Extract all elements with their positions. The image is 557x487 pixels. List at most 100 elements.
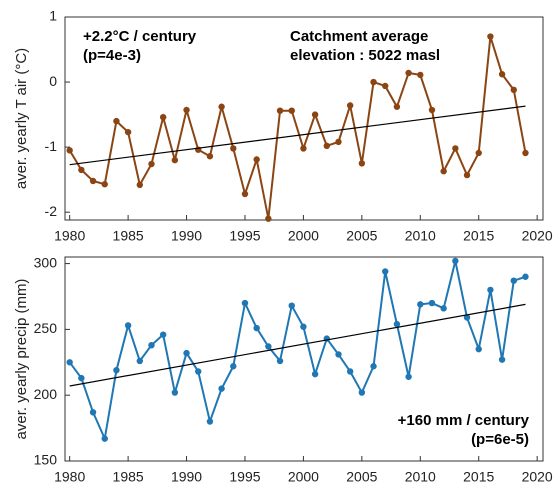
data-point [113, 366, 120, 374]
data-point [206, 153, 214, 160]
y-tick-label: -2 [45, 203, 58, 219]
data-point [405, 373, 412, 380]
data-point [148, 341, 155, 349]
y-tick-label: 150 [34, 452, 58, 468]
data-point [358, 389, 366, 396]
data-point [66, 147, 73, 154]
x-tick-label: 2010 [405, 228, 436, 244]
plot-frame [64, 16, 544, 221]
data-point [475, 149, 482, 157]
data-line [68, 36, 527, 219]
data-point [183, 106, 190, 114]
x-tick-label: 2010 [405, 469, 436, 485]
data-point [311, 111, 319, 118]
data-point [346, 368, 354, 375]
data-point [475, 345, 482, 353]
data-point [241, 299, 249, 307]
x-tick-label: 1985 [113, 469, 144, 485]
annotation: Catchment average [290, 28, 428, 45]
data-point [66, 359, 73, 366]
data-point [405, 69, 412, 77]
data-point [206, 418, 214, 425]
data-point [136, 357, 143, 365]
x-tick-label: 1980 [54, 228, 85, 244]
annotation: +160 mm / century [398, 412, 530, 429]
data-point [230, 145, 237, 152]
x-tick-label: 1995 [229, 469, 260, 485]
x-tick-label: 1995 [229, 228, 260, 244]
x-tick-label: 1980 [54, 469, 85, 485]
y-tick-label: 250 [34, 320, 58, 336]
data-point [89, 409, 97, 416]
data-point [159, 113, 167, 121]
data-point [335, 351, 342, 358]
x-tick-label: 1990 [171, 469, 202, 485]
data-point [113, 117, 120, 125]
data-point [522, 273, 529, 280]
trend-line [69, 105, 526, 166]
x-tick-label: 2005 [346, 469, 377, 485]
x-tick-label: 2015 [463, 469, 494, 485]
data-point [428, 299, 436, 307]
data-point [510, 277, 517, 284]
data-point [276, 107, 284, 114]
data-point [78, 166, 85, 174]
data-point [288, 107, 295, 114]
x-tick-label: 2000 [288, 228, 319, 244]
y-tick-label: 300 [34, 254, 58, 270]
data-point [335, 138, 342, 146]
data-point [487, 286, 494, 294]
plot-frame [64, 256, 544, 462]
y-tick-label: 0 [49, 73, 57, 89]
x-tick-label: 2020 [522, 228, 553, 244]
data-point [171, 389, 179, 396]
data-point [393, 320, 401, 328]
data-point [265, 215, 272, 222]
data-point [358, 160, 366, 167]
y-tick-label: 1 [49, 8, 57, 24]
data-point [522, 149, 529, 157]
annotation: elevation : 5022 masl [290, 47, 440, 64]
data-point [124, 322, 132, 329]
data-point [452, 145, 459, 152]
data-point [218, 385, 225, 392]
y-axis-label: aver. yearly T air (°C) [13, 48, 30, 189]
trend-line [69, 303, 526, 387]
data-point [183, 349, 190, 357]
data-point [124, 128, 132, 136]
data-point [382, 82, 389, 90]
data-point [370, 78, 377, 86]
data-point [498, 356, 506, 363]
x-tick-label: 1990 [171, 228, 202, 244]
data-point [265, 343, 272, 350]
annotation: (p=4e-3) [83, 47, 141, 64]
data-point [171, 156, 179, 164]
data-point [452, 257, 459, 265]
data-point [428, 106, 436, 114]
x-tick-label: 2015 [463, 228, 494, 244]
data-point [148, 160, 155, 168]
data-point [417, 71, 424, 79]
data-point [300, 323, 307, 330]
x-tick-label: 1985 [113, 228, 144, 244]
data-point [195, 368, 202, 375]
data-point [346, 102, 354, 109]
annotation: +2.2°C / century [83, 28, 197, 45]
y-axis-label: aver. yearly precip (mm) [13, 279, 30, 440]
data-line [68, 260, 526, 443]
data-point [498, 71, 506, 78]
data-point [311, 370, 319, 378]
data-point [101, 181, 108, 188]
data-point [89, 177, 97, 185]
data-point [288, 302, 295, 309]
data-point [253, 156, 260, 163]
y-tick-label: 200 [34, 386, 58, 402]
data-point [463, 314, 471, 321]
data-point [440, 168, 447, 175]
data-point [510, 86, 517, 94]
data-point [136, 181, 143, 189]
data-point [253, 324, 260, 332]
data-point [487, 33, 494, 40]
data-point [218, 103, 225, 110]
data-point [159, 331, 167, 338]
